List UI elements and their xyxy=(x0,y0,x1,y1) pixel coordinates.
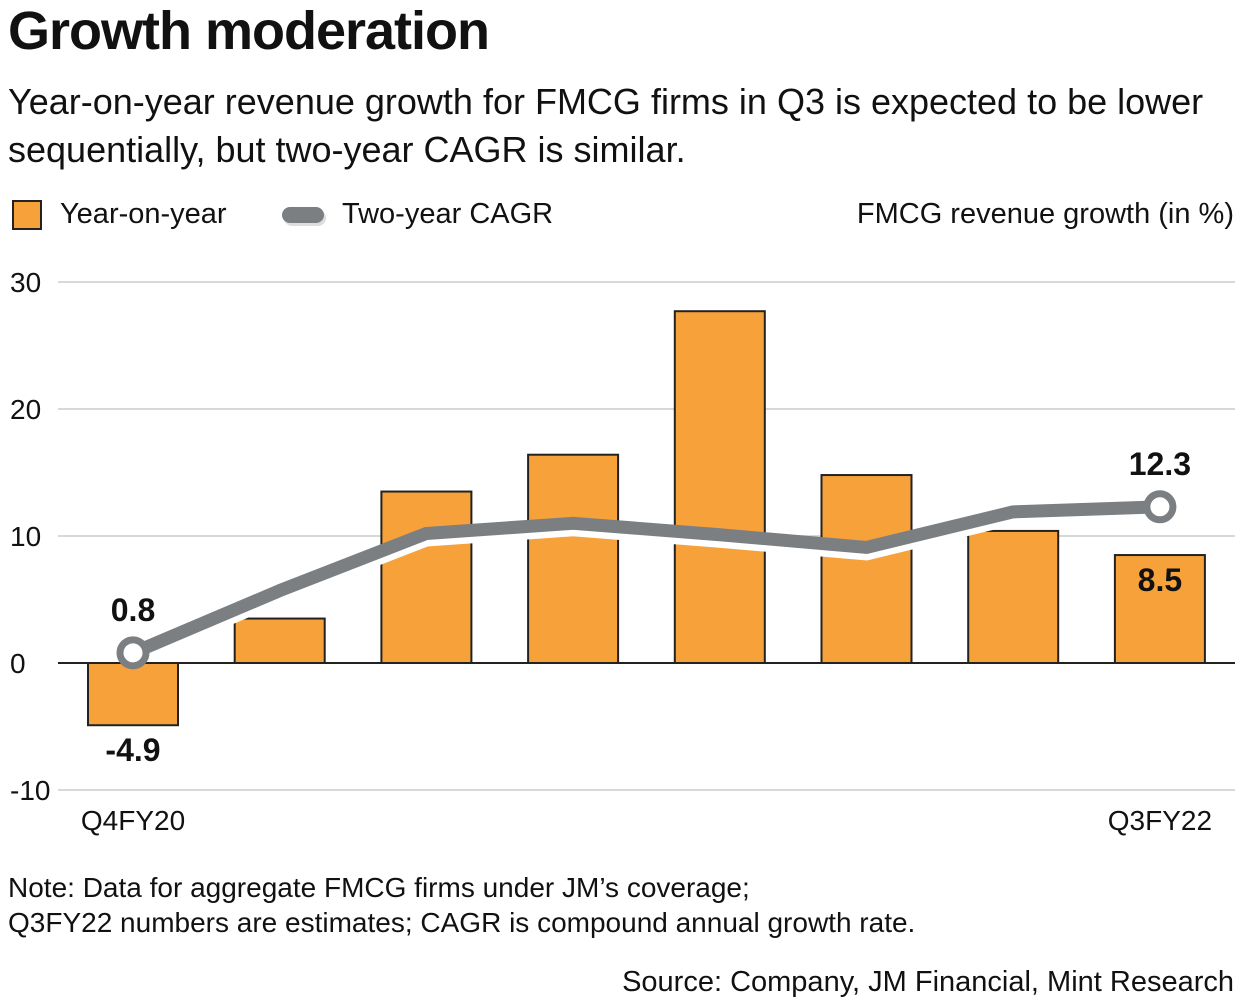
legend-item-cagr: Two-year CAGR xyxy=(282,198,553,231)
line-data-label: 12.3 xyxy=(1129,446,1191,482)
legend-swatch-line xyxy=(282,206,324,223)
chart-title: Growth moderation xyxy=(8,1,490,61)
bar-data-label: -4.9 xyxy=(105,732,160,768)
legend-label: Year-on-year xyxy=(60,198,227,230)
bar xyxy=(820,474,913,665)
bar xyxy=(87,662,179,727)
chart-subtitle: Year-on-year revenue growth for FMCG fir… xyxy=(8,81,1204,170)
bar-data-label: 8.5 xyxy=(1138,562,1182,598)
bar xyxy=(1113,554,1206,664)
bar xyxy=(380,490,473,664)
legend-item-yoy: Year-on-year xyxy=(12,198,227,231)
bar xyxy=(527,453,620,664)
chart-note: Note: Data for aggregate FMCG firms unde… xyxy=(8,870,915,940)
x-tick-label: Q4FY20 xyxy=(81,805,185,836)
bar xyxy=(673,310,766,664)
legend-swatch-bar xyxy=(12,199,42,230)
bar xyxy=(967,529,1060,664)
note-line: Note: Data for aggregate FMCG firms unde… xyxy=(8,872,750,903)
chart-source: Source: Company, JM Financial, Mint Rese… xyxy=(622,966,1234,998)
y-tick-label: 30 xyxy=(10,267,41,298)
y-tick-label: 20 xyxy=(10,394,41,425)
bar xyxy=(233,617,326,664)
y-tick-label: 10 xyxy=(10,521,41,552)
line-data-label: 0.8 xyxy=(111,592,155,628)
y-axis-label: FMCG revenue growth (in %) xyxy=(856,198,1234,230)
chart-plot: 30 20 10 0 -10 -4.9 8.5 0.8 12.3 Q4FY20 Q3FY22 xyxy=(10,267,1235,836)
x-tick-label: Q3FY22 xyxy=(1108,805,1212,836)
legend-label: Two-year CAGR xyxy=(342,198,554,230)
y-tick-label: 0 xyxy=(10,648,26,679)
note-line: Q3FY22 numbers are estimates; CAGR is co… xyxy=(8,907,916,938)
line-marker xyxy=(116,636,150,670)
line-marker xyxy=(1143,490,1177,524)
cagr-line xyxy=(126,500,1167,660)
y-tick-label: -10 xyxy=(10,775,50,806)
